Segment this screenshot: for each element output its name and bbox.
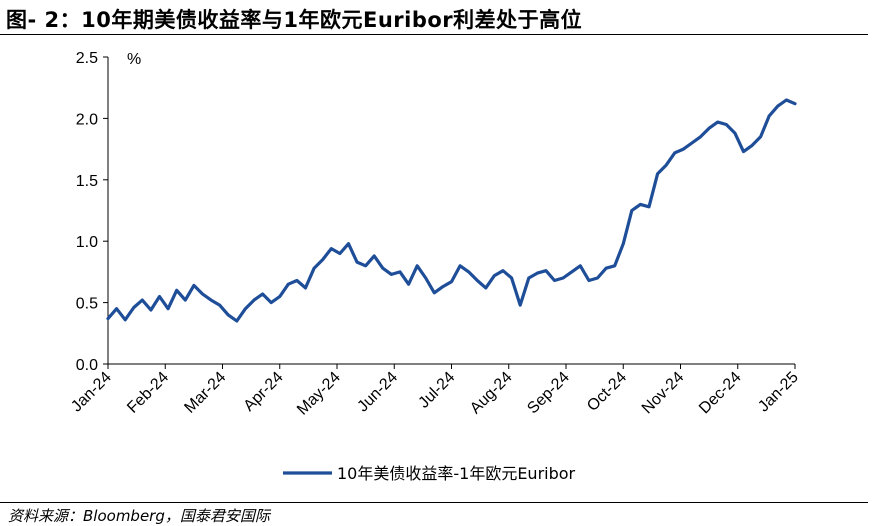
x-tick-label: Dec-24: [696, 369, 745, 418]
x-tick-label: Sep-24: [524, 369, 573, 418]
x-tick-label: Nov-24: [639, 369, 688, 418]
x-tick-label: Feb-24: [124, 369, 172, 417]
series-line: [106, 98, 797, 323]
y-tick-label: 2.5: [76, 50, 98, 67]
y-tick-label: 2.0: [76, 111, 98, 128]
legend-label: 10年美债收益率-1年欧元Euribor: [337, 464, 576, 483]
source-note: 资料来源：Bloomberg，国泰君安国际: [8, 507, 270, 525]
y-tick-label: 1.0: [76, 234, 98, 251]
x-tick-label: May-24: [294, 369, 344, 419]
x-tick-label: Oct-24: [584, 369, 630, 415]
y-tick-label: 0.5: [76, 296, 98, 313]
x-tick-label: Jun-24: [354, 369, 401, 416]
x-tick-label: Jan-25: [755, 369, 802, 416]
chart-title: 图- 2：10年期美债收益率与1年欧元Euribor利差处于高位: [6, 8, 583, 32]
x-tick-label: Mar-24: [181, 369, 229, 417]
x-tick-label: Jul-24: [415, 369, 458, 412]
title-divider: [0, 34, 868, 35]
plot-area: [106, 98, 797, 323]
y-unit-label: %: [127, 51, 141, 68]
y-tick-label: 1.5: [76, 173, 98, 190]
y-tick-label: 0.0: [76, 357, 98, 374]
chart-axes: 0.0 0.5 1.0 1.5 2.0 2.5 % Jan-24 Feb-24 Mar-24 Apr…: [68, 50, 802, 419]
x-tick-label: Jan-24: [68, 369, 115, 416]
source-divider: [0, 502, 868, 503]
x-tick-label: Aug-24: [467, 369, 516, 418]
legend: 10年美债收益率-1年欧元Euribor: [283, 464, 576, 483]
chart: 0.0 0.5 1.0 1.5 2.0 2.5 % Jan-24 Feb-24 Mar-24 Apr…: [68, 50, 802, 483]
x-tick-label: Apr-24: [241, 369, 287, 415]
